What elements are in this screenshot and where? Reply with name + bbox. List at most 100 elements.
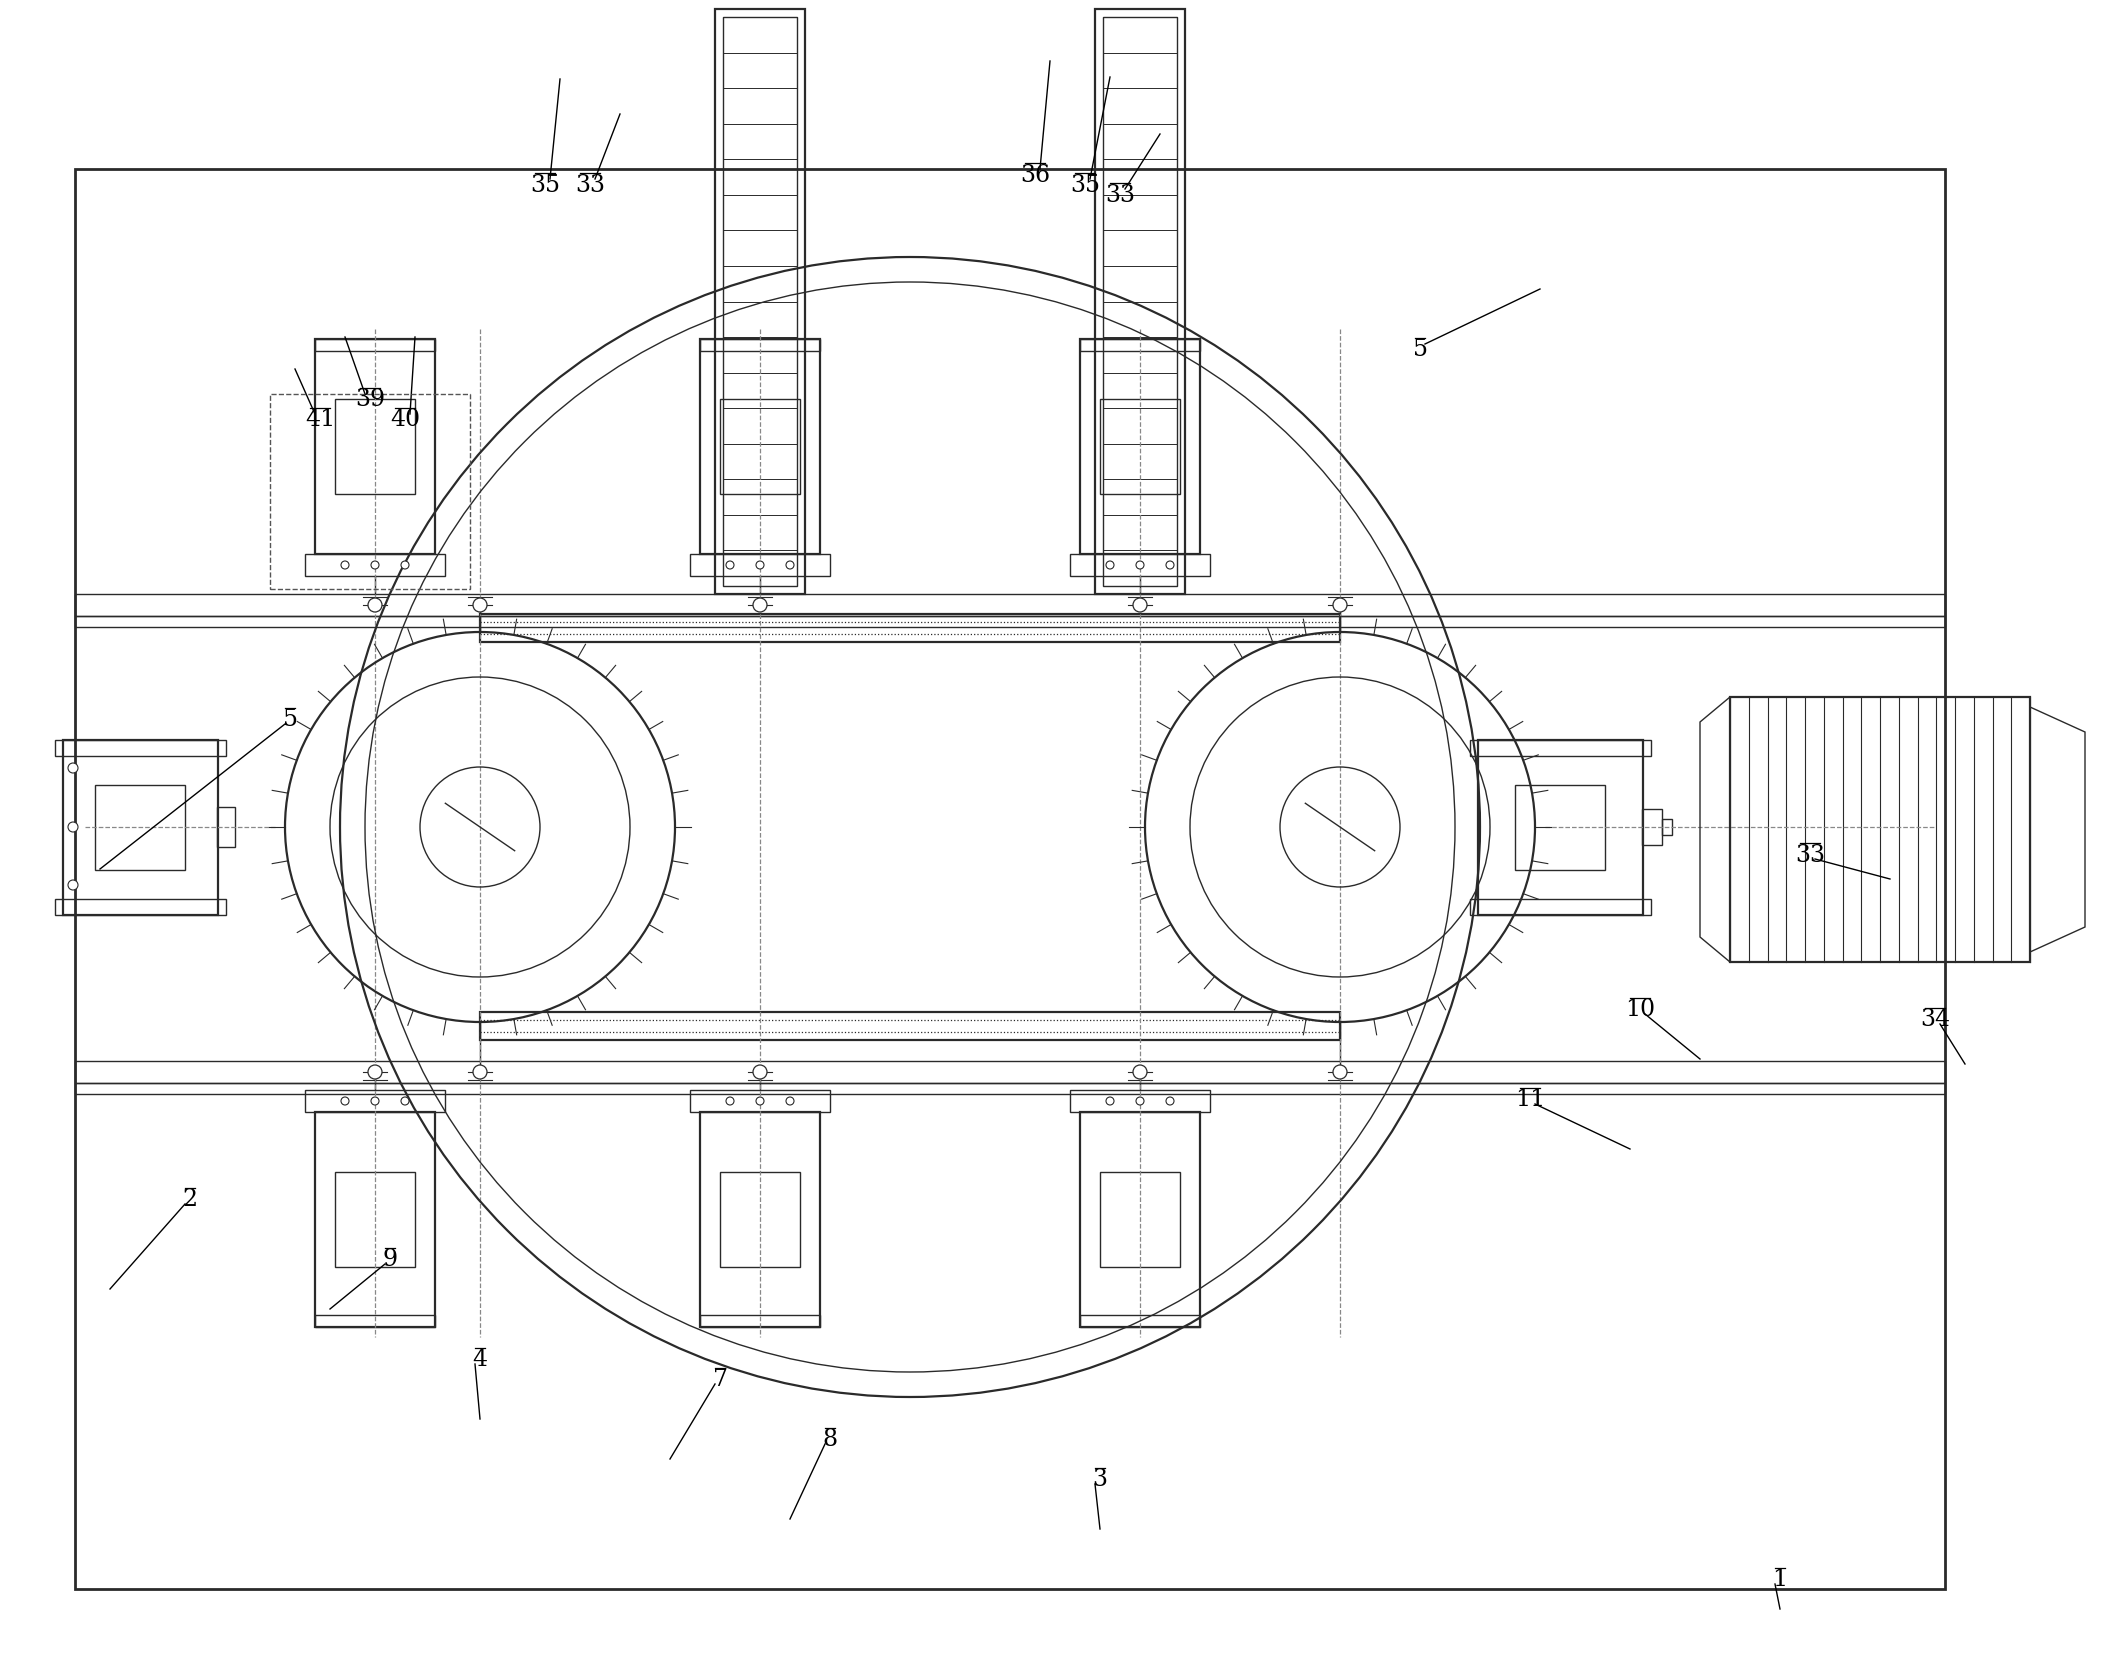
Circle shape bbox=[342, 1097, 348, 1106]
Text: 4: 4 bbox=[473, 1347, 488, 1370]
Bar bbox=[1080, 339, 1201, 353]
Bar bbox=[1080, 1112, 1201, 1327]
Bar bbox=[314, 1112, 435, 1327]
Circle shape bbox=[785, 1097, 794, 1106]
Circle shape bbox=[753, 1066, 766, 1079]
Bar bbox=[74, 617, 1946, 627]
Bar bbox=[74, 594, 1946, 617]
Bar bbox=[216, 808, 236, 847]
Circle shape bbox=[68, 880, 79, 890]
Bar bbox=[64, 740, 219, 915]
Bar bbox=[1662, 819, 1672, 836]
Circle shape bbox=[753, 599, 766, 612]
Bar bbox=[700, 339, 819, 554]
Text: 40: 40 bbox=[390, 409, 420, 432]
Circle shape bbox=[1135, 561, 1144, 569]
Bar bbox=[700, 1112, 819, 1327]
Text: 33: 33 bbox=[1106, 184, 1135, 207]
Circle shape bbox=[68, 763, 79, 773]
Bar bbox=[719, 1172, 800, 1268]
Text: 3: 3 bbox=[1093, 1468, 1108, 1491]
Circle shape bbox=[401, 561, 410, 569]
Circle shape bbox=[1333, 599, 1347, 612]
Text: 5: 5 bbox=[1413, 338, 1428, 361]
Bar bbox=[314, 339, 435, 353]
Circle shape bbox=[68, 823, 79, 832]
Bar bbox=[55, 740, 227, 756]
Circle shape bbox=[473, 1066, 488, 1079]
Circle shape bbox=[1333, 1066, 1347, 1079]
Bar bbox=[74, 170, 1946, 1589]
Bar bbox=[269, 396, 469, 589]
Text: 35: 35 bbox=[1069, 174, 1099, 197]
Text: 35: 35 bbox=[530, 174, 560, 197]
Text: 39: 39 bbox=[354, 389, 384, 410]
Bar bbox=[1080, 339, 1201, 554]
Text: 8: 8 bbox=[823, 1428, 838, 1451]
Bar bbox=[700, 339, 819, 353]
Bar bbox=[1642, 809, 1662, 846]
Bar bbox=[314, 339, 435, 554]
Circle shape bbox=[473, 599, 488, 612]
Text: 36: 36 bbox=[1021, 164, 1050, 187]
Bar bbox=[690, 1091, 830, 1112]
Bar bbox=[1515, 786, 1604, 871]
Bar bbox=[314, 1316, 435, 1327]
Bar bbox=[306, 1091, 446, 1112]
Bar bbox=[1099, 401, 1180, 495]
Bar bbox=[700, 1316, 819, 1327]
Circle shape bbox=[1106, 561, 1114, 569]
Text: 34: 34 bbox=[1920, 1008, 1950, 1031]
Circle shape bbox=[367, 599, 382, 612]
Bar bbox=[1099, 1172, 1180, 1268]
Bar bbox=[719, 401, 800, 495]
Text: 41: 41 bbox=[306, 409, 335, 432]
Bar bbox=[74, 1084, 1946, 1094]
Circle shape bbox=[1133, 1066, 1148, 1079]
Text: 33: 33 bbox=[575, 174, 605, 197]
Bar bbox=[306, 554, 446, 576]
Text: 33: 33 bbox=[1795, 842, 1825, 866]
Circle shape bbox=[1165, 561, 1173, 569]
Circle shape bbox=[367, 1066, 382, 1079]
Bar bbox=[1471, 740, 1651, 756]
Text: 11: 11 bbox=[1515, 1087, 1545, 1111]
Text: 1: 1 bbox=[1772, 1567, 1787, 1590]
Circle shape bbox=[726, 1097, 734, 1106]
Text: 10: 10 bbox=[1625, 998, 1655, 1021]
Bar bbox=[95, 786, 185, 871]
Circle shape bbox=[755, 1097, 764, 1106]
Bar bbox=[1103, 18, 1178, 586]
Bar bbox=[480, 1013, 1339, 1041]
Circle shape bbox=[401, 1097, 410, 1106]
Bar bbox=[1080, 1316, 1201, 1327]
Bar bbox=[74, 1061, 1946, 1084]
Bar bbox=[1069, 1091, 1210, 1112]
Circle shape bbox=[1106, 1097, 1114, 1106]
Circle shape bbox=[785, 561, 794, 569]
Circle shape bbox=[1135, 1097, 1144, 1106]
Circle shape bbox=[1133, 599, 1148, 612]
Bar bbox=[480, 614, 1339, 642]
Circle shape bbox=[726, 561, 734, 569]
Text: 9: 9 bbox=[382, 1248, 397, 1271]
Bar bbox=[724, 18, 798, 586]
Circle shape bbox=[371, 561, 380, 569]
Circle shape bbox=[342, 561, 348, 569]
Text: 2: 2 bbox=[182, 1188, 197, 1211]
Bar bbox=[1729, 697, 2031, 963]
Bar bbox=[335, 1172, 416, 1268]
Circle shape bbox=[755, 561, 764, 569]
Bar bbox=[335, 401, 416, 495]
Circle shape bbox=[371, 1097, 380, 1106]
Bar bbox=[715, 10, 804, 594]
Text: 7: 7 bbox=[713, 1367, 728, 1390]
Circle shape bbox=[1165, 1097, 1173, 1106]
Text: 5: 5 bbox=[282, 708, 297, 732]
Bar bbox=[1095, 10, 1184, 594]
Bar bbox=[55, 899, 227, 915]
Bar bbox=[1069, 554, 1210, 576]
Bar bbox=[1479, 740, 1642, 915]
Bar bbox=[690, 554, 830, 576]
Bar bbox=[1471, 899, 1651, 915]
